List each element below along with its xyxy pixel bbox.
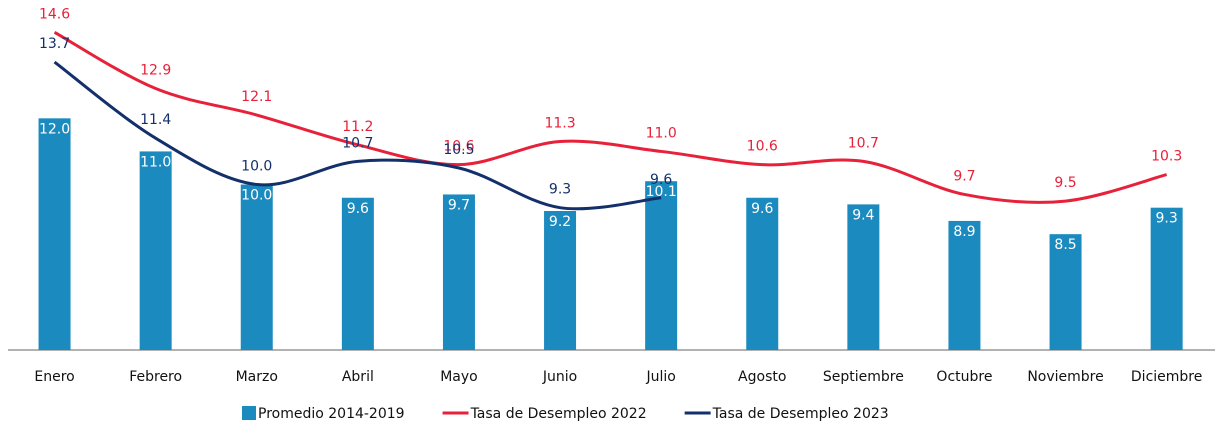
line	[53, 30, 1168, 204]
legend-label: Tasa de Desempleo 2023	[712, 406, 889, 422]
bar	[948, 220, 981, 350]
bar-value-label: 9.6	[347, 201, 369, 217]
bar-value-label: 8.5	[1054, 237, 1076, 253]
x-tick-label: Diciembre	[1131, 369, 1202, 385]
bar-value-label: 9.2	[549, 214, 571, 230]
bar-value-label: 9.4	[852, 207, 874, 223]
line-value-label: 14.6	[39, 6, 70, 22]
x-tick-label: Mayo	[440, 369, 478, 385]
line-value-label: 10.0	[241, 159, 272, 175]
line-value-label: 13.7	[39, 36, 70, 52]
bar-value-label: 9.3	[1156, 211, 1178, 227]
x-tick-label: Octubre	[936, 369, 992, 385]
bar	[38, 118, 71, 350]
x-tick-label: Noviembre	[1027, 369, 1103, 385]
bar	[240, 184, 273, 350]
bar	[341, 197, 374, 350]
line-value-label: 11.3	[544, 116, 575, 132]
legend-label: Promedio 2014-2019	[258, 406, 405, 422]
line-value-label: 10.6	[747, 139, 778, 155]
bar	[645, 181, 678, 350]
line	[53, 60, 662, 211]
line-value-label: 10.7	[848, 135, 879, 151]
x-tick-label: Septiembre	[823, 369, 904, 385]
line-value-label: 10.6	[443, 139, 474, 155]
bar	[847, 204, 880, 350]
line-value-label: 9.7	[953, 168, 975, 184]
line-value-label: 12.1	[241, 89, 272, 105]
x-tick-label: Enero	[34, 369, 74, 385]
legend-label: Tasa de Desempleo 2022	[470, 406, 647, 422]
bar-value-label: 11.0	[140, 154, 171, 170]
bar-value-label: 10.1	[646, 184, 677, 200]
legend-swatch	[242, 406, 256, 420]
bar-value-label: 8.9	[953, 224, 975, 240]
bar	[746, 197, 779, 350]
line-value-label: 9.6	[650, 172, 672, 188]
bar-value-label: 12.0	[39, 121, 70, 137]
bar	[1150, 207, 1183, 350]
x-tick-label: Junio	[542, 369, 577, 385]
bar	[139, 151, 172, 350]
x-tick-label: Agosto	[738, 369, 786, 385]
line-value-label: 12.9	[140, 63, 171, 79]
line-value-label: 10.5	[443, 142, 474, 158]
bar	[442, 194, 475, 350]
bar-value-label: 9.7	[448, 197, 470, 213]
line-value-label: 10.3	[1151, 149, 1182, 165]
line-value-label: 9.5	[1054, 175, 1076, 191]
x-tick-label: Julio	[645, 369, 675, 385]
x-tick-label: Febrero	[129, 369, 182, 385]
x-tick-label: Marzo	[236, 369, 278, 385]
line-value-label: 9.3	[549, 182, 571, 198]
line-value-label: 11.2	[342, 119, 373, 135]
x-tick-label: Abril	[342, 369, 374, 385]
line-value-label: 11.0	[646, 125, 677, 141]
bar-value-label: 10.0	[241, 188, 272, 204]
line-value-label: 10.7	[342, 135, 373, 151]
bar-value-label: 9.6	[751, 201, 773, 217]
bar	[544, 211, 577, 350]
bar	[1049, 234, 1082, 350]
line-value-label: 11.4	[140, 112, 171, 128]
